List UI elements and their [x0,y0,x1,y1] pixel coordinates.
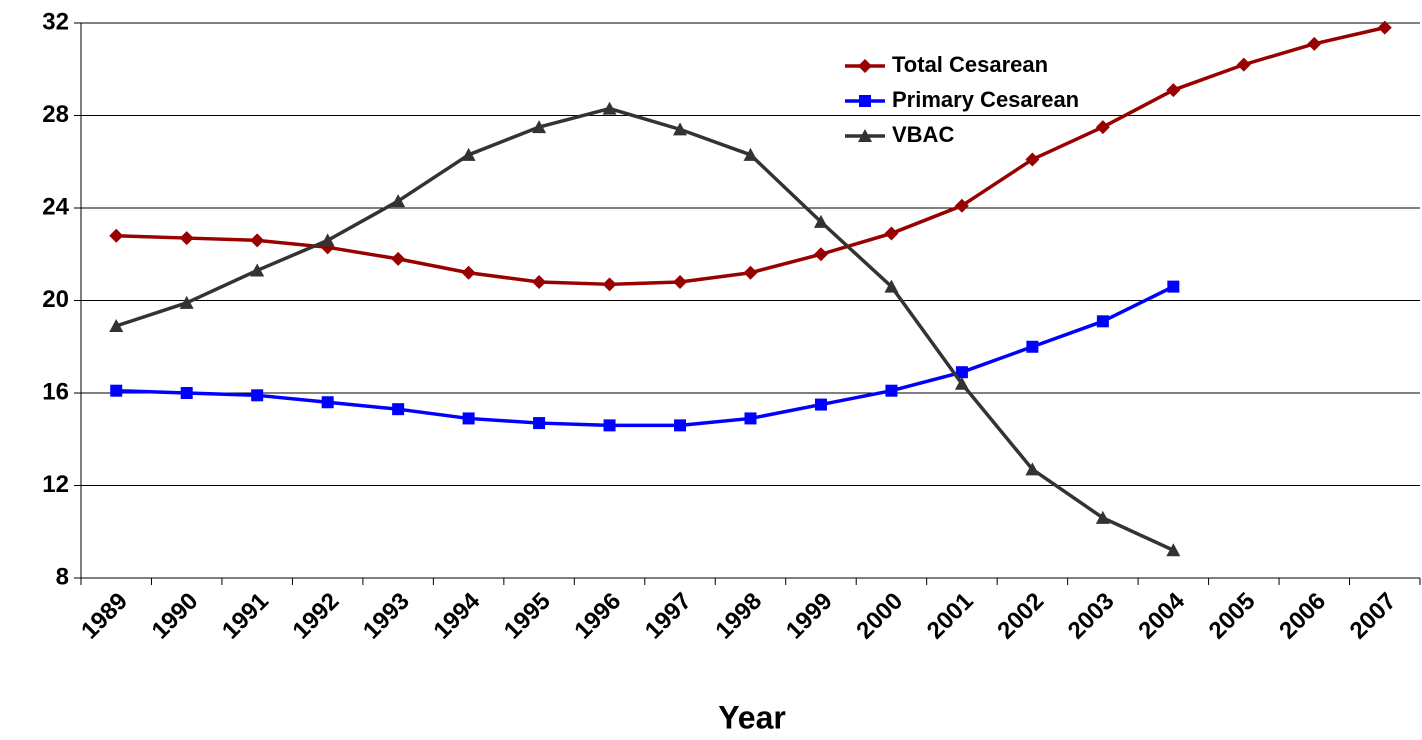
y-tick-label: 12 [42,471,69,498]
data-point [814,398,827,411]
data-point [603,419,616,432]
data-point [251,389,264,402]
x-tick-label: 1993 [358,588,415,645]
data-point [673,122,688,136]
data-point [391,194,406,208]
x-tick-label: 2001 [922,588,979,645]
legend-marker [859,95,871,107]
data-point [813,247,828,262]
x-tick-label: 1995 [499,588,556,645]
data-point [885,384,898,397]
legend-marker [858,129,872,142]
data-point [110,384,123,397]
data-point [1377,20,1392,35]
data-point [674,419,687,432]
x-tick-label: 1992 [288,588,345,645]
data-point [1095,510,1110,524]
x-tick-label: 1990 [147,588,204,645]
data-point [1025,462,1040,476]
data-point [461,265,476,280]
data-point [532,120,547,134]
data-point [320,233,335,247]
x-tick-label: 2005 [1204,588,1261,645]
x-tick-label: 2003 [1063,588,1120,645]
data-point [250,263,265,277]
series-line [115,106,1175,552]
series-line [116,285,1175,428]
data-point [743,147,758,161]
data-point [602,101,617,115]
x-tick-label: 2007 [1345,588,1402,645]
x-tick-label: 1989 [76,588,133,645]
data-point [1096,315,1109,328]
data-point [955,366,968,379]
x-tick-label: 1997 [640,588,697,645]
data-point [954,376,969,390]
data-point [1026,340,1039,353]
x-tick-label: 1991 [217,588,274,645]
x-tick-label: 2006 [1274,588,1331,645]
data-point [1025,152,1040,167]
data-point [532,275,547,289]
data-point [673,275,688,289]
data-point [954,198,969,213]
data-point [1167,280,1180,293]
data-point [1095,120,1110,135]
data-point [1166,543,1181,557]
x-tick-label: 2002 [992,588,1049,645]
data-point [1307,36,1322,51]
data-point [743,265,758,280]
legend-label: VBAC [892,122,954,147]
x-tick-label: 1998 [710,588,767,645]
data-point [461,147,476,161]
data-point [1236,57,1251,72]
data-point [180,387,193,399]
x-tick-label: 2000 [851,588,908,645]
data-point [391,251,406,266]
data-point [533,417,546,430]
y-tick-label: 16 [42,378,69,405]
legend-marker [858,59,872,73]
x-tick-label: 1994 [428,587,485,644]
data-point [109,318,124,332]
data-point [813,214,828,228]
y-tick-label: 28 [42,101,69,128]
data-point [602,277,617,292]
data-point [250,233,265,248]
x-tick-label: 1999 [781,588,838,645]
data-point [179,295,194,309]
x-tick-label: 2004 [1133,587,1190,644]
x-axis-title: Year [718,699,786,735]
legend-label: Primary Cesarean [892,87,1079,112]
legend-label: Total Cesarean [892,52,1048,77]
data-point [884,279,899,293]
data-point [109,228,124,243]
x-tick-label: 1996 [569,588,626,645]
data-point [392,403,405,416]
data-point [179,231,194,246]
y-tick-label: 32 [42,8,69,35]
y-tick-label: 24 [42,193,69,220]
data-point [321,396,334,409]
data-point [1166,83,1181,98]
data-point [744,412,757,425]
data-point [884,226,899,241]
y-tick-label: 8 [56,563,69,590]
data-point [462,412,475,425]
y-tick-label: 20 [42,286,69,313]
